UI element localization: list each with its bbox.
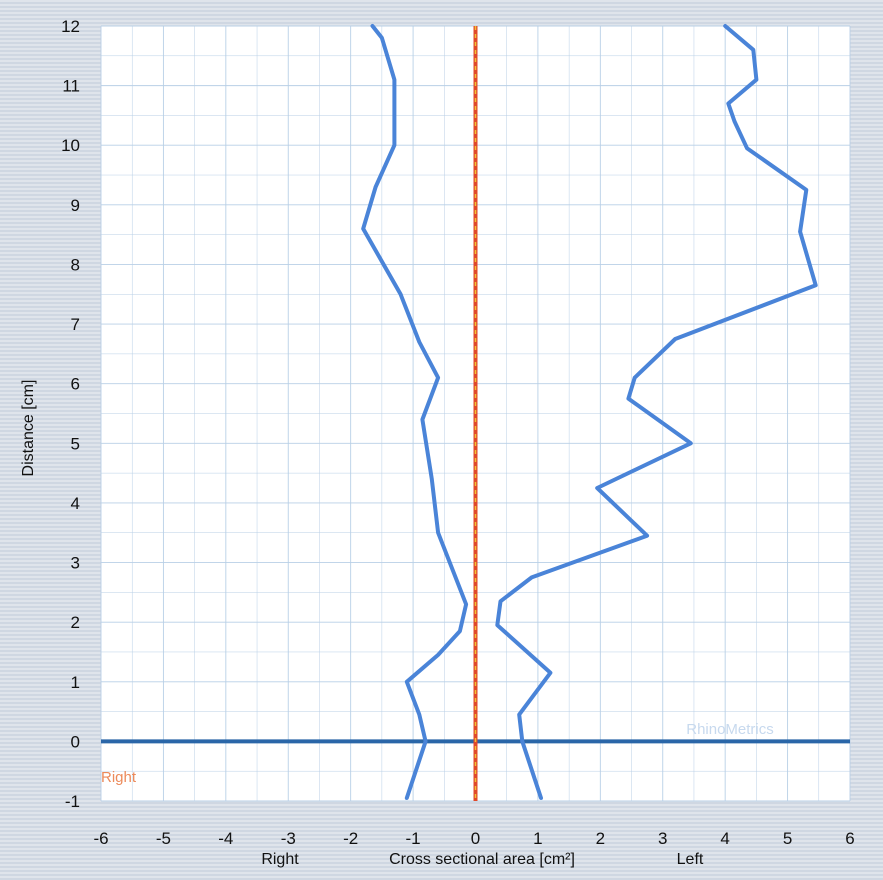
y-tick-label: 12	[61, 17, 80, 36]
y-tick-label: 6	[71, 375, 80, 394]
y-tick-label: 3	[71, 554, 80, 573]
side-label-right: Right	[101, 769, 137, 786]
x-axis-title: Cross sectional area [cm²]	[389, 851, 575, 868]
y-tick-label: -1	[65, 792, 80, 811]
y-tick-label: 8	[71, 255, 80, 274]
x-tick-label: -5	[156, 829, 171, 848]
y-tick-label: 9	[71, 196, 80, 215]
reference-lines	[101, 26, 850, 801]
y-tick-label: 4	[71, 494, 80, 513]
x-tick-label: -6	[93, 829, 108, 848]
series-line-left	[495, 24, 818, 800]
x-tick-label: -4	[218, 829, 233, 848]
y-tick-label: 0	[71, 732, 80, 751]
x-tick-labels: -6 -5 -4 -3 -2 -1 0 1 2 3 4 5 6	[93, 829, 854, 848]
x-tick-label: -1	[406, 829, 421, 848]
watermark-text: RhinoMetrics	[686, 721, 774, 738]
x-tick-label: 1	[533, 829, 542, 848]
x-tick-label: -2	[343, 829, 358, 848]
x-tick-label: 4	[720, 829, 729, 848]
grid	[100, 25, 851, 802]
x-tick-label: 6	[845, 829, 854, 848]
x-tick-label: 2	[596, 829, 605, 848]
y-tick-label: 10	[61, 136, 80, 155]
x-axis-word-left: Left	[677, 851, 704, 868]
x-axis-word-right: Right	[261, 851, 299, 868]
y-tick-label: 11	[62, 77, 80, 96]
x-tick-label: 3	[658, 829, 667, 848]
y-tick-label: 5	[71, 434, 80, 453]
y-axis-title: Distance [cm]	[20, 380, 37, 477]
y-tick-label: 7	[71, 315, 80, 334]
y-tick-label: 2	[71, 613, 80, 632]
x-tick-label: 0	[471, 829, 480, 848]
series-layer	[361, 24, 818, 800]
x-tick-label: -3	[281, 829, 296, 848]
y-tick-label: 1	[71, 673, 80, 692]
series-line-right	[361, 24, 469, 800]
x-tick-label: 5	[783, 829, 792, 848]
